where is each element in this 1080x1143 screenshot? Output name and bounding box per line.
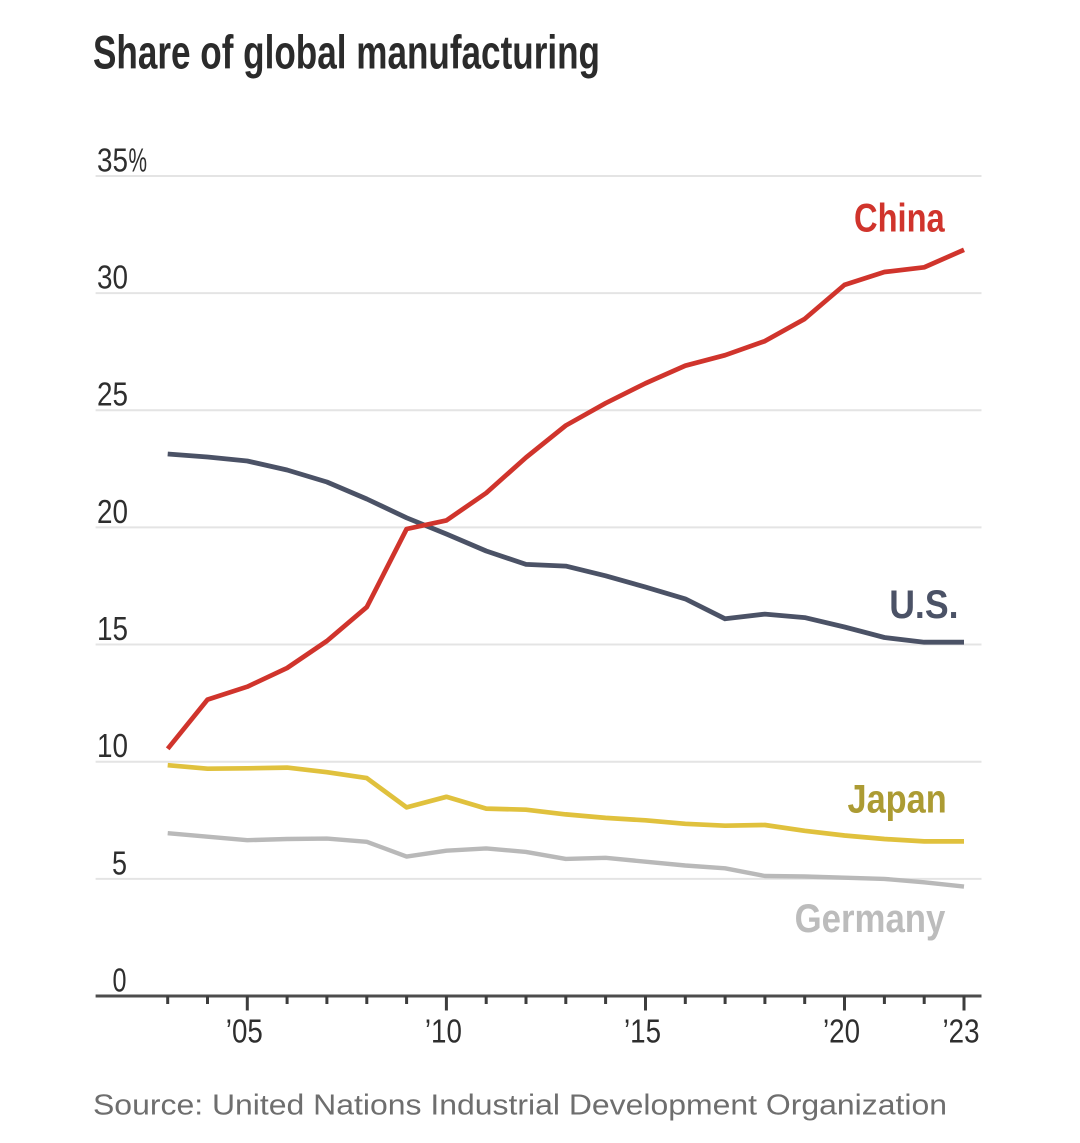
svg-text:’15: ’15 bbox=[624, 1013, 661, 1050]
svg-text:5: 5 bbox=[112, 844, 127, 881]
svg-text:30: 30 bbox=[97, 259, 128, 296]
svg-text:%: % bbox=[129, 142, 148, 179]
svg-text:15: 15 bbox=[97, 610, 128, 647]
svg-text:25: 25 bbox=[97, 376, 128, 413]
svg-text:Share of global manufacturing: Share of global manufacturing bbox=[93, 27, 600, 80]
svg-text:China: China bbox=[854, 197, 945, 241]
svg-text:Japan: Japan bbox=[848, 778, 947, 822]
svg-text:’23: ’23 bbox=[943, 1013, 980, 1050]
svg-text:10: 10 bbox=[97, 727, 128, 764]
svg-text:0: 0 bbox=[113, 962, 127, 999]
svg-text:’10: ’10 bbox=[425, 1013, 462, 1050]
svg-text:U.S.: U.S. bbox=[889, 583, 958, 627]
svg-text:’20: ’20 bbox=[823, 1013, 860, 1050]
svg-text:20: 20 bbox=[97, 493, 128, 530]
svg-text:Germany: Germany bbox=[795, 897, 946, 941]
svg-text:’05: ’05 bbox=[226, 1013, 263, 1050]
svg-text:35: 35 bbox=[97, 142, 128, 179]
svg-text:Source: United Nations Industr: Source: United Nations Industrial Develo… bbox=[93, 1089, 947, 1121]
